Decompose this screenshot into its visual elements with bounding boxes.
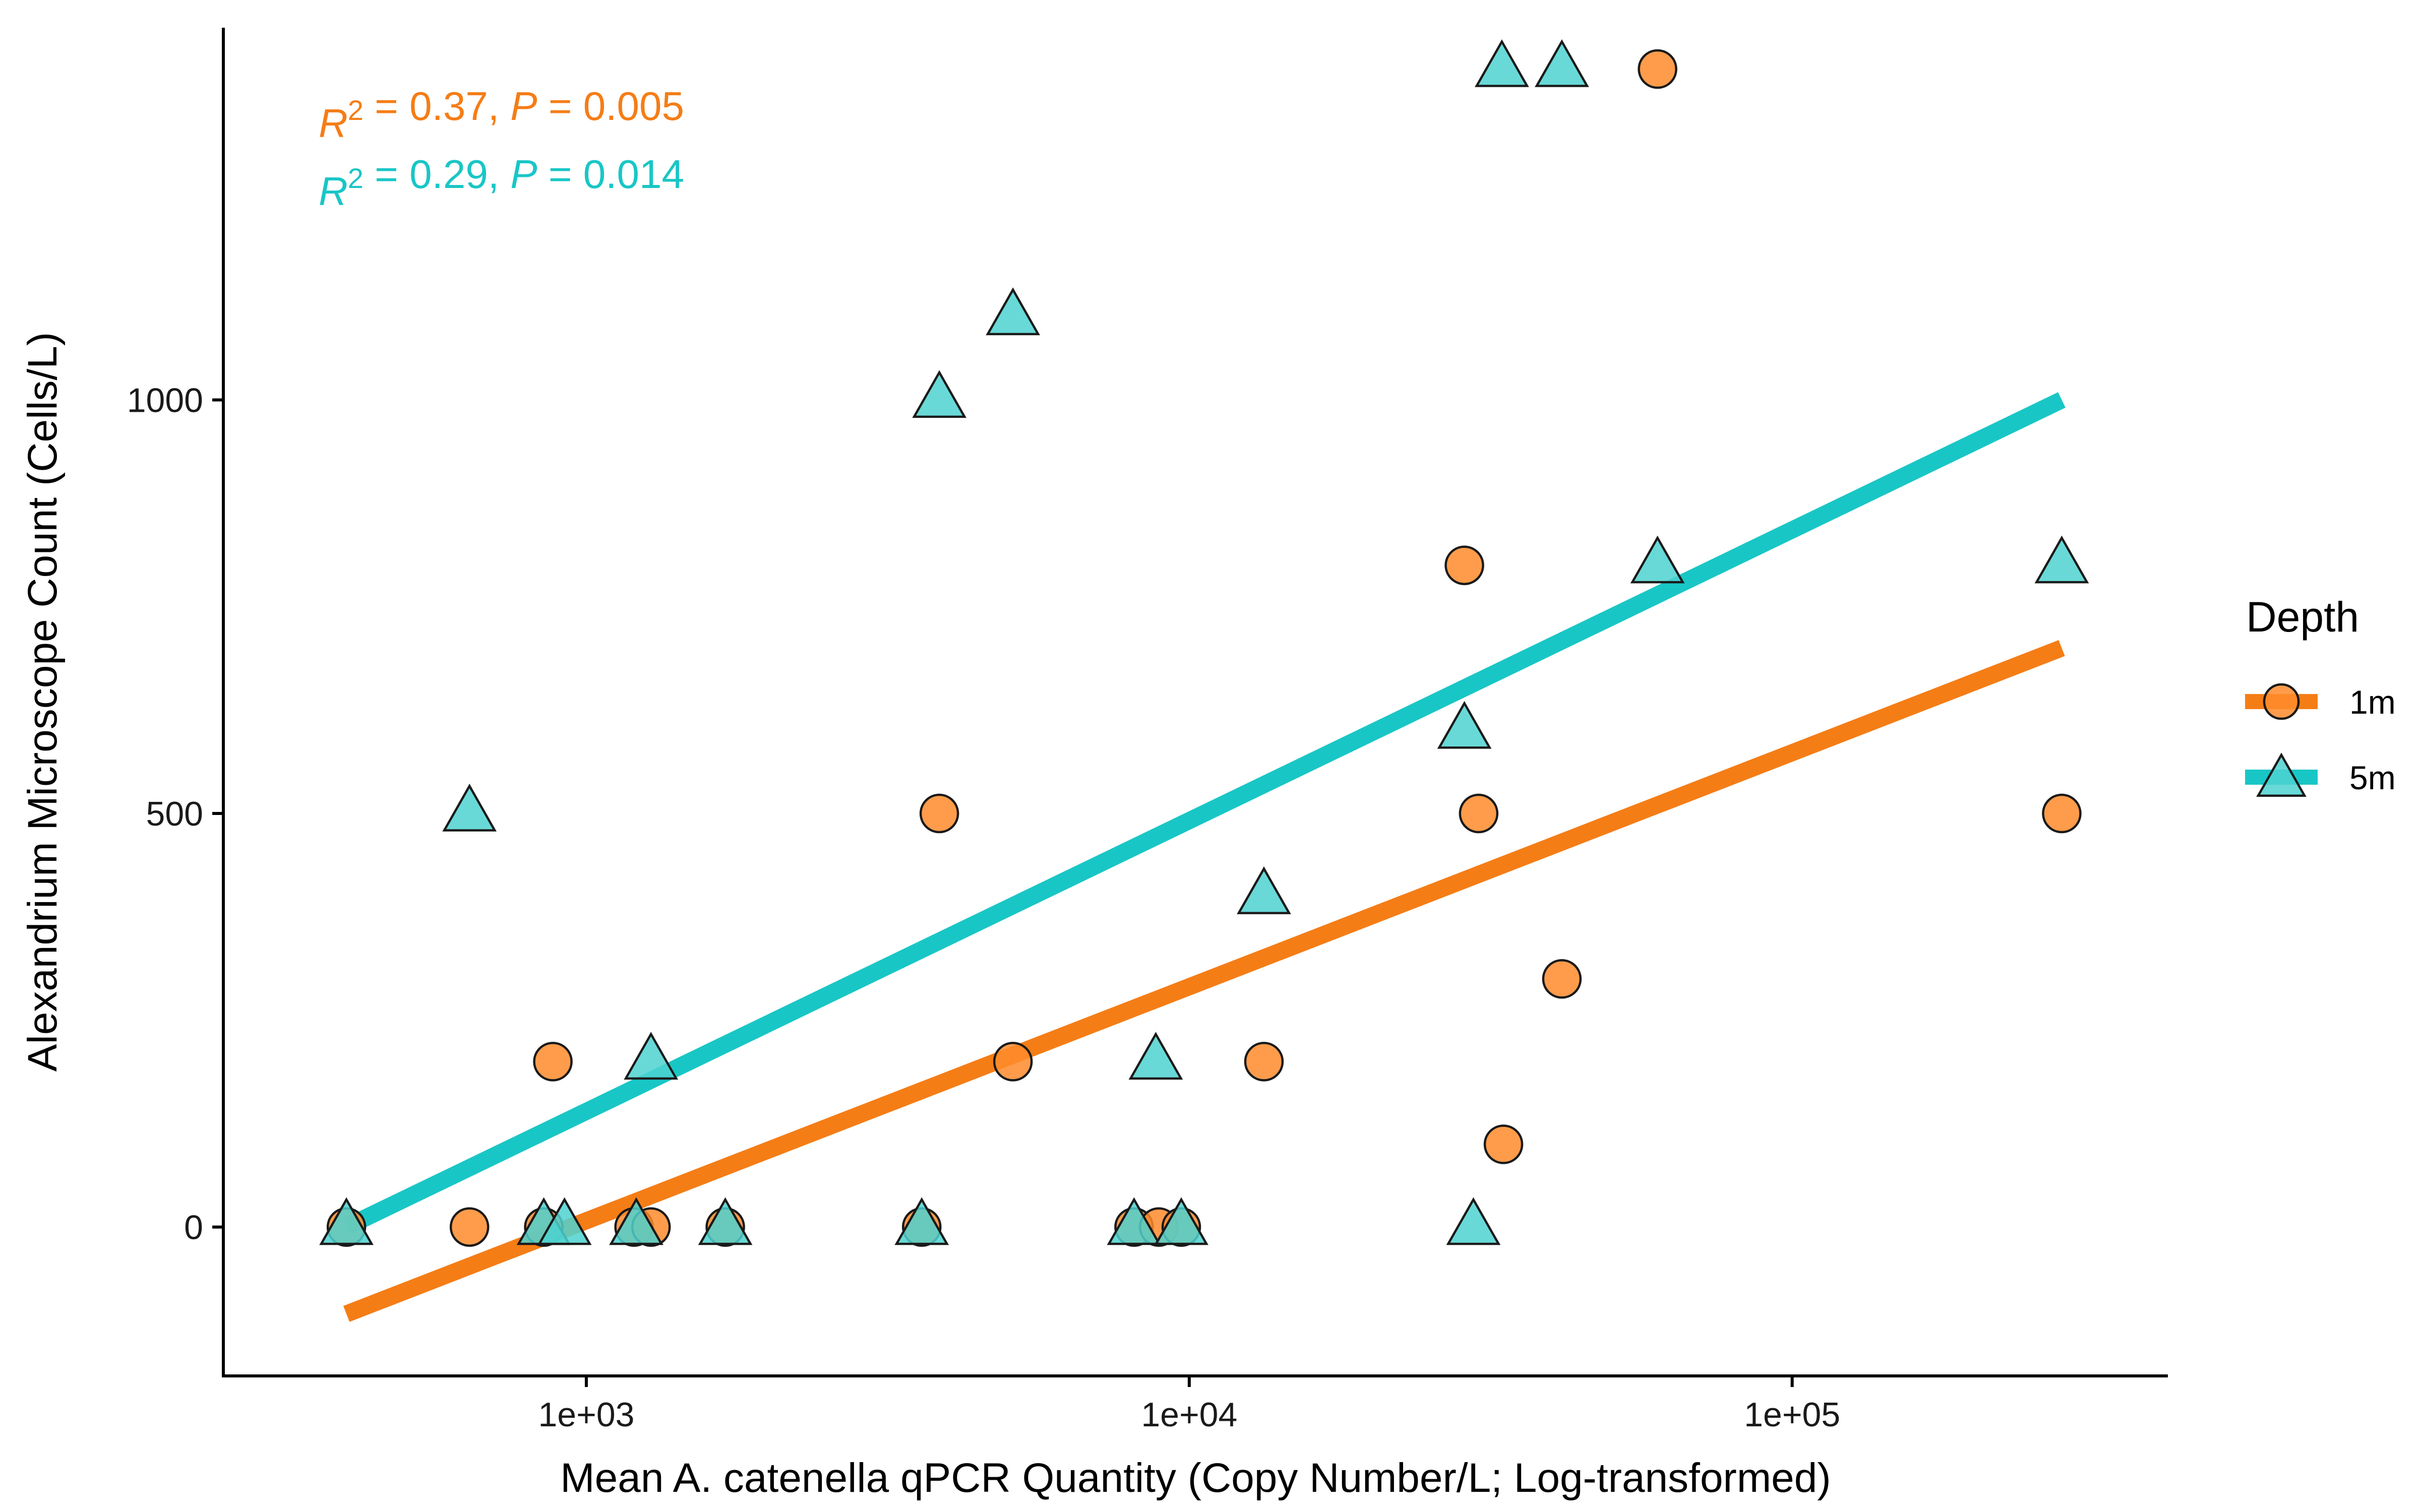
- data-point-5m: [698, 1197, 753, 1245]
- annotation-part: P: [510, 84, 537, 129]
- legend-label-1m: 1m: [2349, 683, 2396, 721]
- x-tick-label: 1e+05: [1744, 1396, 1840, 1434]
- data-point-5m: [442, 783, 497, 832]
- legend-key-marker-5m: [2256, 752, 2307, 797]
- stat-annotation-1m: R2 = 0.37, P = 0.005: [319, 84, 684, 146]
- legend-title: Depth: [2246, 593, 2359, 641]
- data-points: [319, 39, 2089, 1247]
- annotation-part: P: [510, 152, 537, 197]
- data-point-1m: [1638, 49, 1677, 89]
- data-point-1m: [449, 1207, 490, 1247]
- y-tick-label: 0: [184, 1209, 203, 1247]
- data-point-5m: [894, 1197, 949, 1245]
- legend: Depth 1m 5m: [2245, 593, 2396, 797]
- data-point-5m: [537, 1197, 592, 1245]
- fit-line-1m: [343, 640, 2065, 1322]
- annotation-part: = 0.014: [537, 152, 684, 197]
- legend-items: 1m 5m: [2245, 683, 2396, 797]
- axes: [222, 28, 2168, 1377]
- annotation-part: 2: [348, 162, 364, 194]
- data-point-5m: [1107, 1197, 1162, 1245]
- data-point-5m: [1154, 1197, 1208, 1245]
- fit-lines: [342, 392, 2066, 1322]
- y-axis-title: Alexandrium Microscope Count (Cells/L): [20, 332, 66, 1072]
- annotation-part: = 0.005: [537, 84, 684, 129]
- data-point-1m: [533, 1042, 573, 1082]
- data-point-5m: [609, 1197, 663, 1245]
- data-point-5m: [319, 1197, 374, 1245]
- annotation-part: R: [319, 101, 348, 146]
- data-point-5m: [1128, 1032, 1183, 1080]
- legend-key-marker-1m: [2263, 683, 2300, 720]
- x-ticks: 1e+03 1e+04 1e+05: [538, 1376, 1840, 1434]
- y-tick-label: 1000: [127, 381, 203, 419]
- data-point-1m: [993, 1042, 1033, 1082]
- data-point-5m: [986, 287, 1040, 336]
- y-tick-label: 500: [146, 795, 203, 833]
- legend-label-5m: 5m: [2349, 759, 2396, 796]
- data-point-5m: [912, 370, 966, 418]
- data-point-1m: [919, 793, 959, 834]
- annotation-part: R: [319, 169, 348, 214]
- data-point-5m: [624, 1032, 679, 1080]
- y-ticks: 0 500 1000: [127, 381, 223, 1247]
- data-point-1m: [1244, 1042, 1284, 1082]
- data-point-1m: [1483, 1124, 1524, 1164]
- data-point-1m: [1459, 793, 1499, 834]
- data-point-1m: [1542, 959, 1582, 999]
- stat-annotation-5m: R2 = 0.29, P = 0.014: [319, 152, 684, 214]
- data-point-5m: [2034, 535, 2089, 584]
- fit-line-5m: [342, 392, 2066, 1235]
- data-point-5m: [1446, 1197, 1501, 1245]
- x-axis-title: Mean A. catenella qPCR Quantity (Copy Nu…: [560, 1455, 1831, 1501]
- annotation-part: 2: [348, 94, 364, 126]
- annotation-part: = 0.37,: [364, 84, 510, 129]
- x-tick-label: 1e+04: [1141, 1396, 1237, 1434]
- data-point-5m: [1535, 39, 1589, 87]
- data-point-5m: [1630, 535, 1685, 584]
- data-point-1m: [1444, 545, 1484, 585]
- data-point-1m: [2042, 793, 2082, 834]
- x-tick-label: 1e+03: [538, 1396, 634, 1434]
- data-point-5m: [1437, 701, 1492, 749]
- data-point-5m: [1237, 866, 1291, 914]
- annotation-part: = 0.29,: [364, 152, 510, 197]
- data-point-5m: [1475, 39, 1529, 87]
